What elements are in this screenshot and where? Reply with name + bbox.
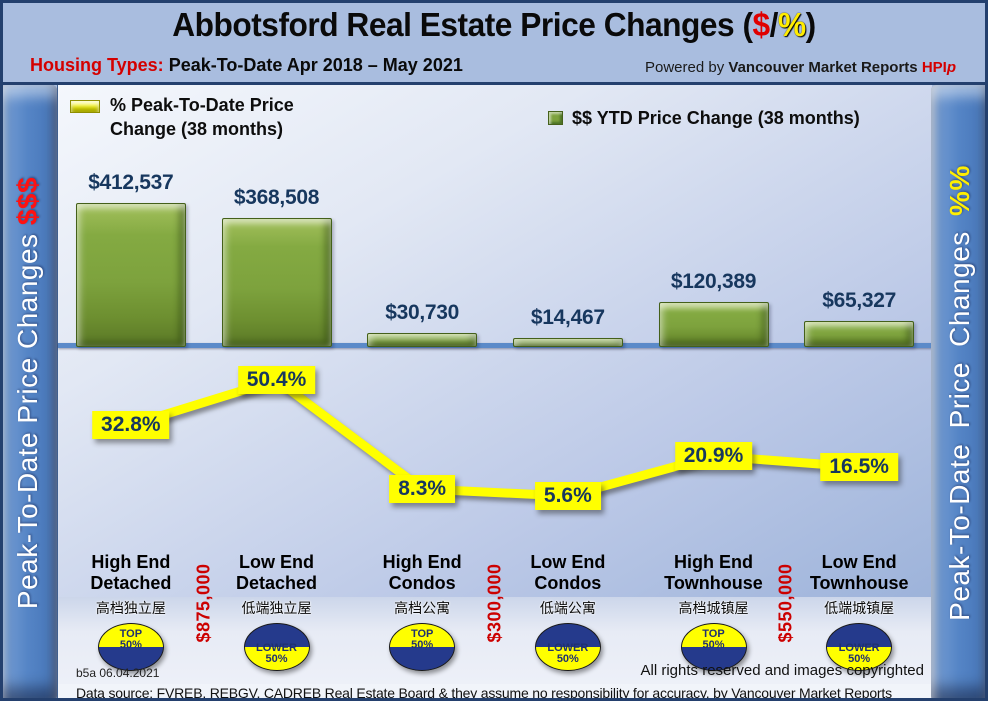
powered-by-text: Powered by	[645, 59, 725, 76]
page-title: Abbotsford Real Estate Price Changes ($/…	[20, 6, 968, 44]
category-column: Low End Condos 低端公寓 LOWER 50%	[495, 552, 641, 671]
category-column: High End Townhouse 高档城镇屋 TOP 50%	[641, 552, 787, 671]
bar	[804, 321, 915, 347]
dollar-signs-accent: $$$	[12, 176, 44, 226]
category-label-line2: Detached	[90, 573, 172, 593]
legend-dollar-label: $$ YTD Price Change (38 months)	[572, 108, 860, 128]
category-label-line2: Condos	[534, 573, 602, 593]
right-axis-bar: Peak-To-Date Price Changes %%	[931, 85, 988, 701]
left-axis-label: Peak-To-Date Price Changes $$$	[12, 176, 44, 610]
price-threshold-label: $550,000	[775, 563, 796, 643]
data-source-strip: Data source: FVREB, REBGV, CADREB Real E…	[58, 684, 932, 701]
category-label: Low End	[239, 552, 314, 572]
category-label-chinese: 高档城镇屋	[678, 600, 749, 616]
line-point-label: 50.4%	[237, 366, 316, 394]
powered-by: Powered by Vancouver Market Reports HPIp	[645, 59, 956, 76]
date-range-label: Peak-To-Date Apr 2018 – May 2021	[168, 55, 463, 75]
bar-value-label: $368,508	[233, 186, 320, 209]
line-point-label: 16.5%	[820, 453, 898, 481]
category-band-background	[58, 597, 932, 684]
bar-value-label: $65,327	[822, 289, 897, 312]
bar	[221, 218, 332, 347]
bar	[658, 302, 769, 347]
bar-value-label: $14,467	[530, 306, 605, 329]
bar-baseline-axis	[58, 343, 932, 348]
category-label-line2: Condos	[388, 573, 456, 593]
hpi-badge: HPIp	[921, 59, 956, 76]
badge-label: LOWER 50%	[256, 642, 297, 665]
category-label-chinese: 高档独立屋	[95, 600, 166, 616]
category-column: High End Condos 高档公寓 TOP 50%	[349, 552, 495, 671]
category-label: High End	[91, 552, 171, 572]
bar	[367, 333, 478, 347]
legend-percent-series: % Peak-To-Date Price Change (38 months)	[70, 93, 350, 141]
category-label-line2: Townhouse	[664, 573, 763, 593]
category-column: Low End Townhouse 低端城镇屋 LOWER 50%	[786, 552, 932, 671]
badge-label: LOWER 50%	[838, 642, 880, 665]
header: Abbotsford Real Estate Price Changes ($/…	[0, 0, 988, 85]
market-half-badge: TOP 50%	[389, 623, 456, 671]
title-percent-accent: %	[777, 6, 806, 43]
bar	[75, 203, 186, 347]
title-dollar-accent: $	[752, 6, 771, 43]
line-point-label: 5.6%	[534, 482, 601, 510]
legend-dollar-series: $$ YTD Price Change (38 months)	[548, 106, 860, 130]
chart-area: % Peak-To-Date Price Change (38 months) …	[57, 85, 932, 701]
percent-series-swatch-icon	[70, 100, 100, 113]
category-label: Low End	[821, 552, 897, 572]
data-source-text: Data source: FVREB, REBGV, CADREB Real E…	[76, 684, 892, 701]
dollar-series-swatch-icon	[548, 111, 563, 125]
bar-value-label: $120,389	[670, 270, 757, 293]
housing-types-label: Housing Types:	[30, 55, 164, 75]
subtitle: Housing Types: Peak-To-Date Apr 2018 – M…	[30, 55, 463, 76]
line-point-label: 32.8%	[92, 411, 170, 439]
category-label-chinese: 低端城镇屋	[824, 600, 895, 616]
brand-name: Vancouver Market Reports	[728, 59, 918, 76]
category-label-line2: Detached	[235, 573, 318, 593]
percent-signs-accent: %%	[943, 165, 975, 216]
line-point-label: 8.3%	[389, 475, 456, 503]
bar	[512, 338, 623, 347]
plot-background	[58, 85, 932, 597]
market-half-badge: TOP 50%	[97, 623, 164, 671]
category-label: Low End	[530, 552, 606, 572]
price-threshold-label: $875,000	[193, 563, 214, 643]
market-half-badge: LOWER 50%	[534, 623, 601, 671]
percent-line	[126, 375, 864, 501]
line-point-label: 20.9%	[674, 442, 753, 470]
bar-value-label: $30,730	[385, 301, 460, 324]
market-half-badge: LOWER 50%	[826, 623, 893, 671]
market-half-badge: LOWER 50%	[243, 623, 310, 671]
title-close-paren: )	[805, 6, 817, 43]
badge-label: TOP 50%	[702, 628, 725, 651]
badge-label: TOP 50%	[119, 628, 143, 651]
right-axis-label: Peak-To-Date Price Changes %%	[943, 165, 975, 621]
left-axis-bar: Peak-To-Date Price Changes $$$	[0, 85, 57, 701]
title-slash: /	[769, 6, 779, 43]
badge-label: LOWER 50%	[547, 642, 589, 665]
category-label-chinese: 低端公寓	[539, 600, 596, 616]
market-half-badge: TOP 50%	[680, 623, 747, 671]
category-label: High End	[674, 552, 753, 572]
legend-percent-label: % Peak-To-Date Price Change (38 months)	[110, 95, 294, 139]
bar-value-label: $412,537	[88, 171, 174, 194]
category-label-chinese: 高档公寓	[394, 600, 451, 616]
version-stamp: b5a 06.04.2021	[76, 666, 160, 680]
category-label-chinese: 低端独立屋	[241, 600, 312, 616]
title-text: Abbotsford Real Estate Price Changes (	[172, 6, 753, 43]
badge-label: TOP 50%	[410, 628, 434, 651]
copyright-notice: All rights reserved and images copyright…	[640, 662, 924, 679]
price-threshold-label: $300,000	[484, 563, 505, 643]
category-label-line2: Townhouse	[809, 573, 909, 593]
category-column: Low End Detached 低端独立屋 LOWER 50%	[204, 552, 350, 671]
category-column: High End Detached 高档独立屋 TOP 50%	[58, 552, 204, 671]
category-label: High End	[382, 552, 462, 572]
